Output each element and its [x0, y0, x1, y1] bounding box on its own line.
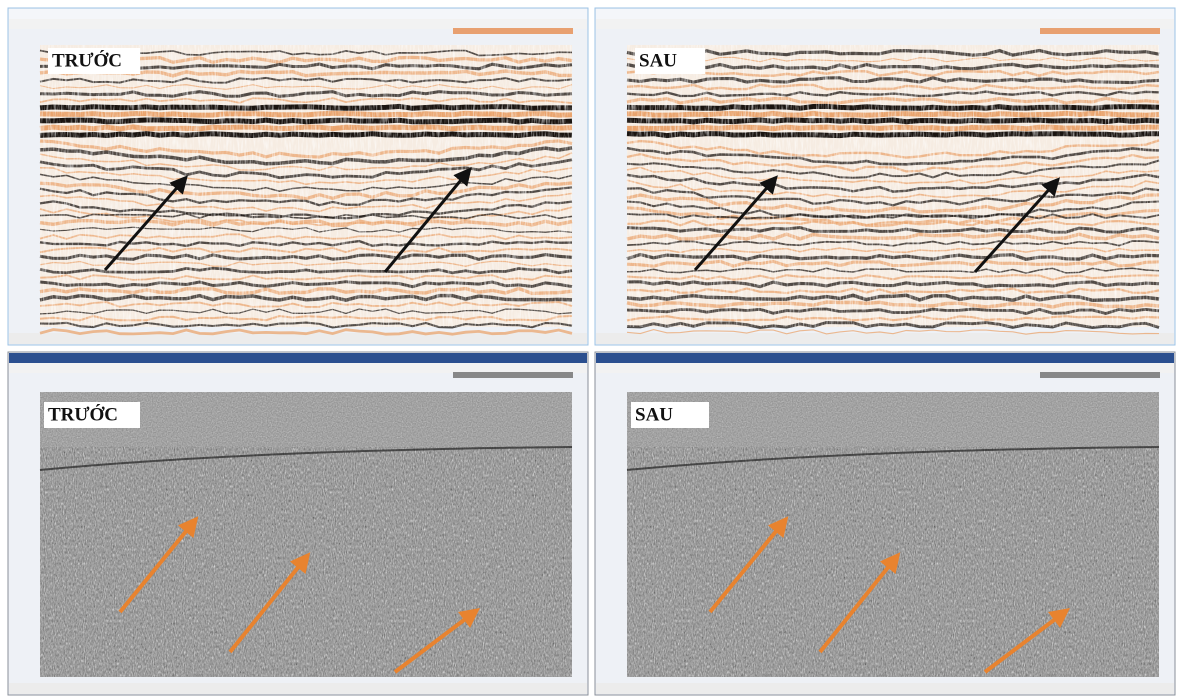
software-window: TRƯỚC: [7, 351, 589, 696]
seismic-reflector: [626, 329, 1160, 335]
arrow: [228, 552, 311, 654]
software-window: SAU: [594, 7, 1176, 346]
panel-label: SAU: [635, 404, 673, 425]
color-scale: [453, 372, 573, 378]
arrow: [118, 516, 199, 614]
seabed-reflector: [626, 446, 1160, 471]
title-bar: [596, 353, 1174, 363]
arrow: [973, 177, 1061, 274]
status-bar: [596, 333, 1174, 344]
label-box: [635, 48, 705, 74]
seismic-water: [627, 392, 1159, 447]
arrow: [393, 607, 480, 674]
title-bar: [596, 9, 1174, 19]
color-scale: [453, 28, 573, 34]
seismic-noise: [627, 45, 1159, 327]
arrow: [818, 552, 901, 654]
software-window: TRƯỚC: [7, 7, 589, 346]
seabed-reflector: [39, 446, 573, 471]
seismic-noise: [40, 45, 572, 327]
panel-label: TRƯỚC: [48, 403, 118, 425]
title-bar: [9, 353, 587, 363]
label-box: [631, 402, 709, 428]
software-window: SAU: [594, 351, 1176, 696]
arrow: [708, 516, 789, 614]
toolbar: [596, 19, 1174, 29]
toolbar: [9, 19, 587, 29]
panel-label: TRƯỚC: [52, 49, 122, 71]
seismic-reflector: [39, 328, 573, 336]
arrow: [983, 607, 1070, 674]
toolbar: [596, 363, 1174, 373]
arrow: [103, 175, 188, 271]
color-scale: [1040, 28, 1160, 34]
arrow: [693, 175, 778, 271]
status-bar: [596, 683, 1174, 694]
color-scale: [1040, 372, 1160, 378]
status-bar: [9, 333, 587, 344]
status-bar: [9, 683, 587, 694]
label-box: [48, 48, 140, 74]
seismic-noise: [40, 447, 572, 677]
arrow: [383, 167, 472, 273]
label-box: [44, 402, 140, 428]
title-bar: [9, 9, 587, 19]
panel-label: SAU: [639, 50, 677, 71]
toolbar: [9, 363, 587, 373]
